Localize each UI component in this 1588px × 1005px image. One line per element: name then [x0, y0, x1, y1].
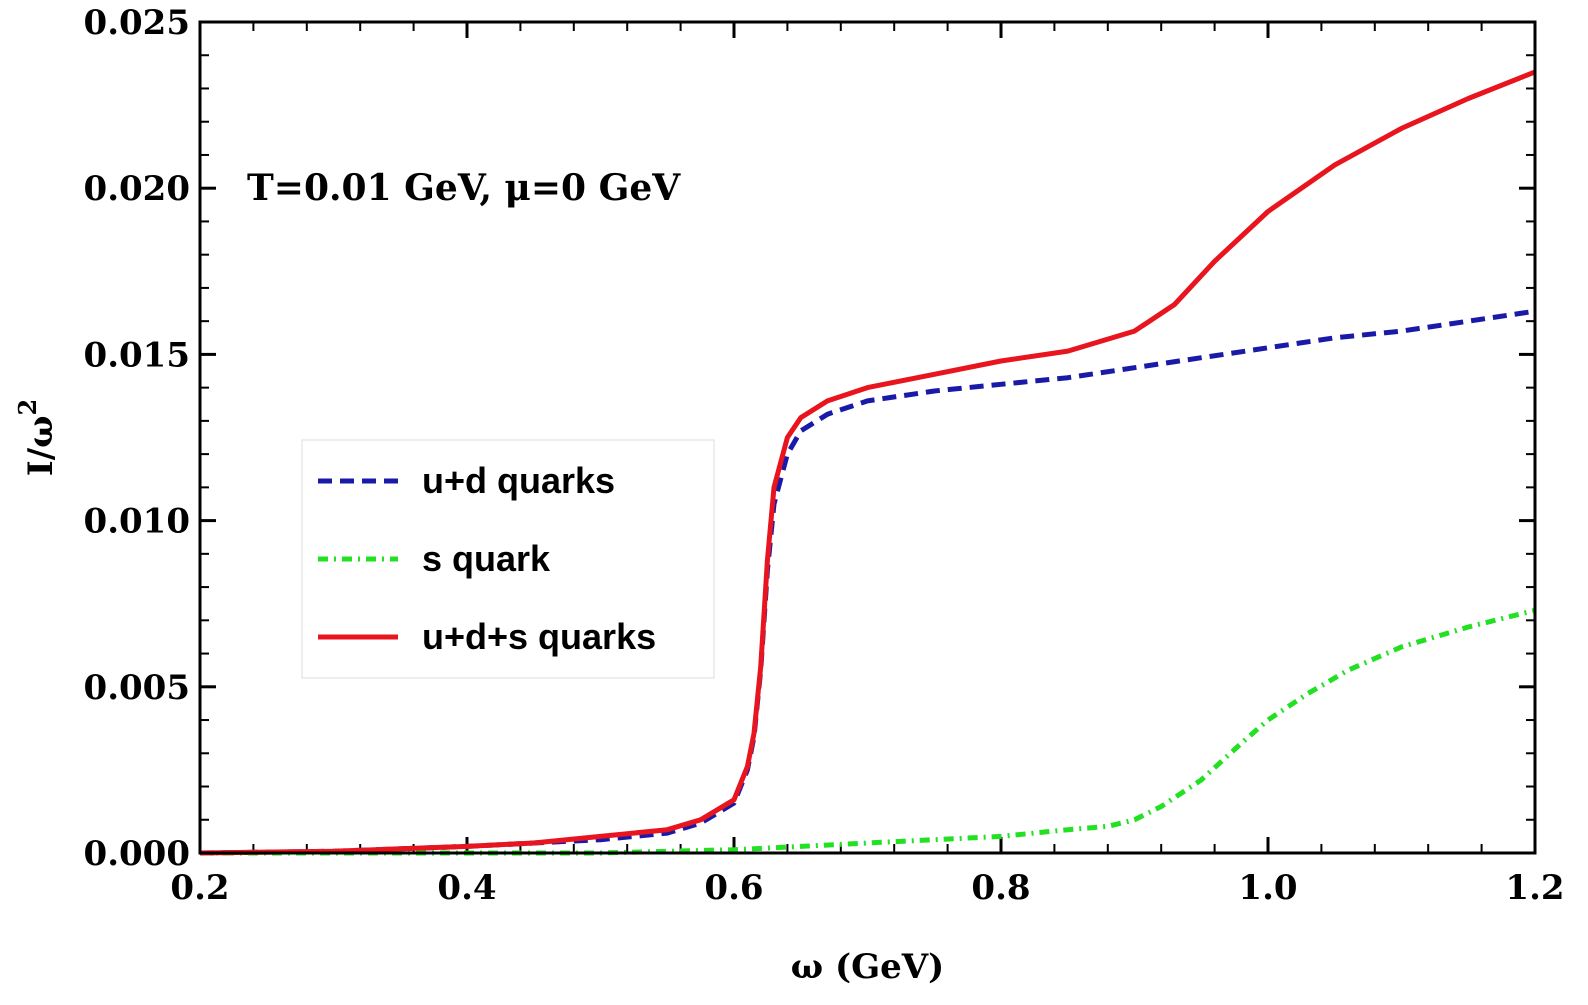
x-tick-labels: 0.2 0.4 0.6 0.8 1.0 1.2	[170, 868, 1564, 908]
y-tick-label: 0.025	[84, 3, 190, 43]
y-tick-label: 0.000	[84, 834, 190, 874]
x-tick-label: 1.0	[1238, 868, 1297, 908]
y-tick-label: 0.010	[84, 502, 190, 542]
axis-ticks	[198, 20, 1537, 855]
y-tick-label: 0.015	[84, 335, 190, 375]
legend-label: s quark	[422, 538, 551, 579]
x-axis-title: ω (GeV)	[791, 947, 944, 987]
x-tick-label: 1.2	[1505, 868, 1564, 908]
y-tick-labels: 0.000 0.005 0.010 0.015 0.020 0.025	[84, 3, 190, 874]
legend: u+d quarks s quark u+d+s quarks	[301, 439, 715, 679]
plot-series	[199, 69, 1536, 856]
series-line-u-d-quarks	[199, 308, 1536, 856]
plot-frame	[198, 20, 1537, 855]
y-tick-label: 0.005	[84, 668, 190, 708]
parameter-annotation: T=0.01 GeV, μ=0 GeV	[247, 167, 681, 209]
x-tick-label: 0.8	[971, 868, 1030, 908]
x-tick-label: 0.6	[704, 868, 763, 908]
x-tick-label: 0.2	[170, 868, 229, 908]
y-axis-title: I/ω2	[13, 399, 61, 476]
x-tick-label: 0.4	[437, 868, 496, 908]
y-axis-title-sup: 2	[13, 399, 42, 416]
legend-label: u+d quarks	[422, 460, 615, 501]
y-tick-label: 0.020	[84, 169, 190, 209]
series-line-u-d-s-quarks	[199, 69, 1536, 856]
legend-label: u+d+s quarks	[422, 616, 656, 657]
y-axis-title-base: I/ω	[21, 416, 61, 477]
series-line-s-quark	[200, 607, 1536, 856]
